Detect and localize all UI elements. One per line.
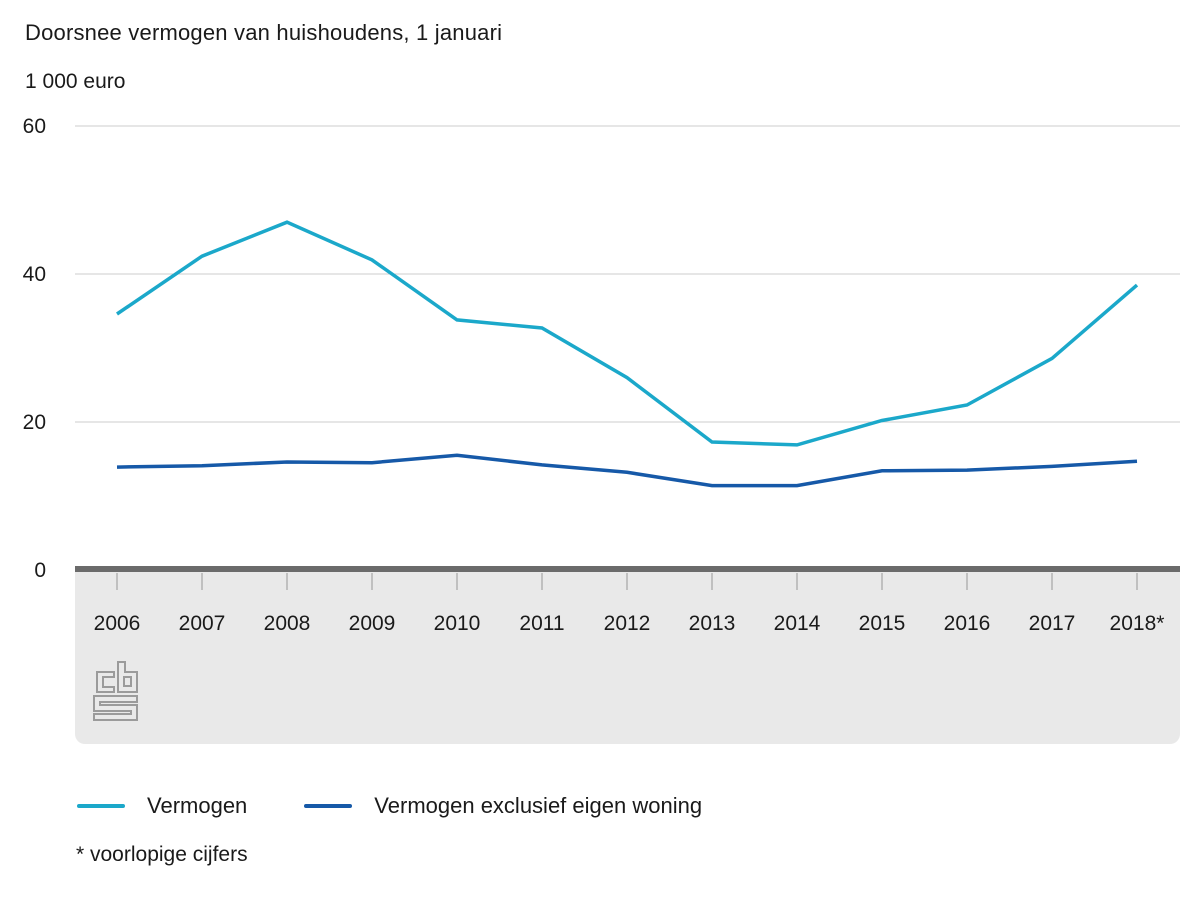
x-tick-label: 2006 xyxy=(94,612,141,635)
x-tick-label: 2007 xyxy=(179,612,226,635)
x-tick-label: 2017 xyxy=(1029,612,1076,635)
chart-unit-label: 1 000 euro xyxy=(25,70,126,93)
legend-item-vermogen[interactable]: Vermogen xyxy=(77,793,247,819)
series-line-0 xyxy=(116,220,1139,447)
x-tick-label: 2015 xyxy=(859,612,906,635)
cbs-logo xyxy=(93,661,138,721)
x-axis-band xyxy=(75,572,1180,744)
legend-item-vermogen-excl-woning[interactable]: Vermogen exclusief eigen woning xyxy=(304,793,702,819)
chart-title: Doorsnee vermogen van huishoudens, 1 jan… xyxy=(25,20,503,45)
y-tick-label: 20 xyxy=(23,411,46,434)
y-tick-label: 0 xyxy=(34,559,46,582)
x-tick-label: 2008 xyxy=(264,612,311,635)
x-tick-label: 2014 xyxy=(774,612,821,635)
footnote-voorlopige-cijfers: * voorlopige cijfers xyxy=(76,843,248,866)
x-tick-label: 2016 xyxy=(944,612,991,635)
legend-label-vermogen: Vermogen xyxy=(147,793,248,818)
x-tick-label: 2009 xyxy=(349,612,396,635)
y-tick-label: 40 xyxy=(23,263,46,286)
series-line-1 xyxy=(116,453,1138,488)
x-tick-label: 2018* xyxy=(1110,612,1165,635)
legend-swatch-vermogen-excl-woning-icon xyxy=(304,804,353,808)
x-axis-line xyxy=(75,566,1180,572)
legend-swatch-vermogen-icon xyxy=(77,804,125,808)
legend-label-vermogen-excl-woning: Vermogen exclusief eigen woning xyxy=(374,793,703,818)
y-tick-label: 60 xyxy=(23,115,46,138)
x-tick-label: 2012 xyxy=(604,612,651,635)
chart-legend: Vermogen Vermogen exclusief eigen woning xyxy=(77,790,702,822)
line-chart: 0 20 40 60 2006 2007 2008 2009 2010 2011 2012 2013 2… xyxy=(23,115,1180,744)
x-tick-label: 2010 xyxy=(434,612,481,635)
x-tick-label: 2013 xyxy=(689,612,736,635)
x-tick-label: 2011 xyxy=(519,612,564,635)
